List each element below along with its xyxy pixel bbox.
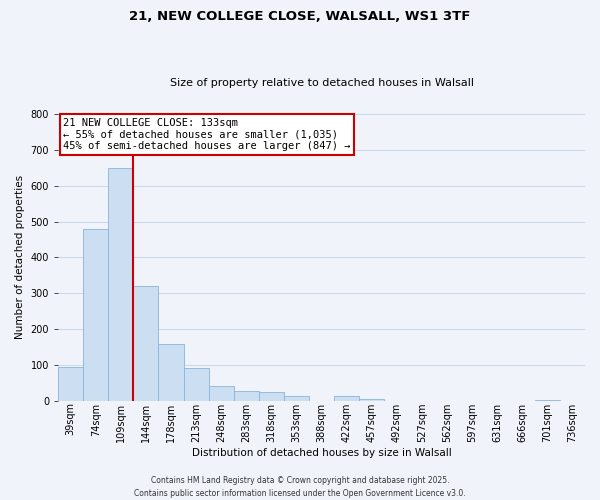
Bar — [284, 396, 309, 401]
Bar — [58, 367, 83, 401]
Bar — [209, 386, 234, 401]
X-axis label: Distribution of detached houses by size in Walsall: Distribution of detached houses by size … — [191, 448, 451, 458]
Bar — [184, 368, 209, 401]
Title: Size of property relative to detached houses in Walsall: Size of property relative to detached ho… — [170, 78, 473, 88]
Bar — [259, 392, 284, 401]
Bar — [359, 400, 384, 401]
Bar — [108, 168, 133, 401]
Y-axis label: Number of detached properties: Number of detached properties — [15, 176, 25, 340]
Bar — [535, 400, 560, 401]
Bar — [83, 230, 108, 401]
Text: 21 NEW COLLEGE CLOSE: 133sqm
← 55% of detached houses are smaller (1,035)
45% of: 21 NEW COLLEGE CLOSE: 133sqm ← 55% of de… — [64, 118, 351, 152]
Bar — [234, 391, 259, 401]
Bar — [133, 286, 158, 401]
Bar — [158, 344, 184, 401]
Text: Contains HM Land Registry data © Crown copyright and database right 2025.
Contai: Contains HM Land Registry data © Crown c… — [134, 476, 466, 498]
Text: 21, NEW COLLEGE CLOSE, WALSALL, WS1 3TF: 21, NEW COLLEGE CLOSE, WALSALL, WS1 3TF — [130, 10, 470, 23]
Bar — [334, 396, 359, 401]
